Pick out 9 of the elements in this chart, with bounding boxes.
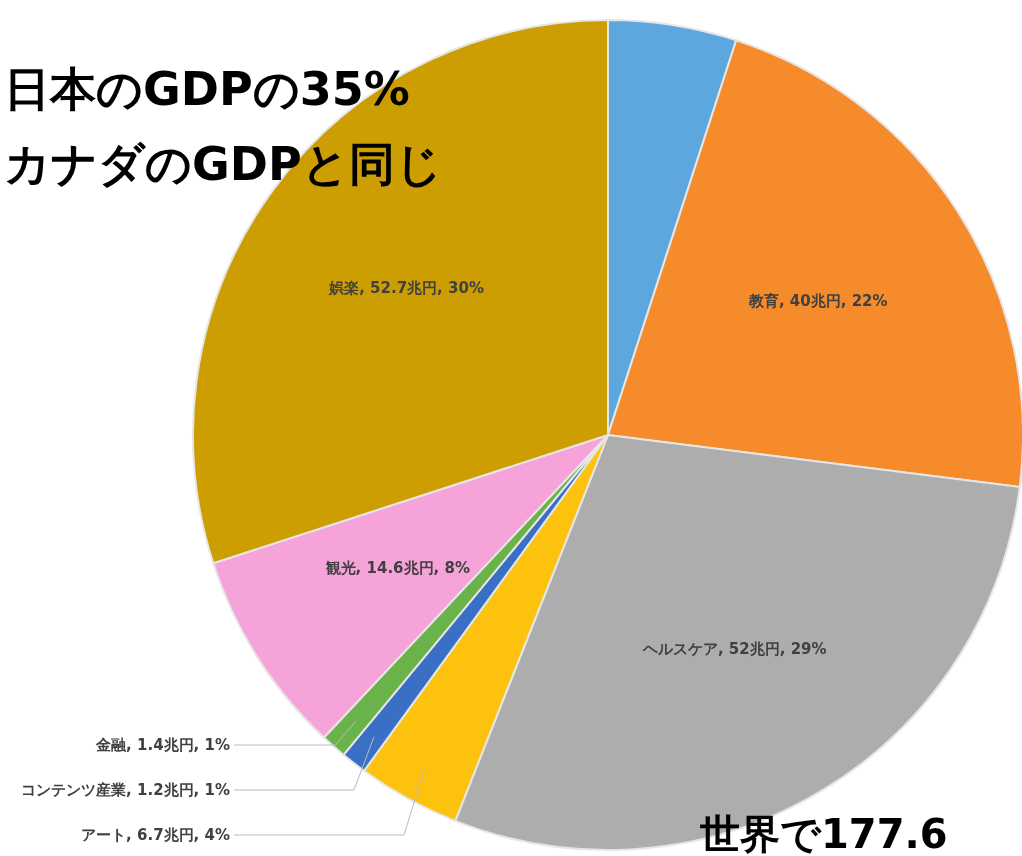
slice-label: ヘルスケア, 52兆円, 29% bbox=[641, 639, 827, 658]
slice-label: 教育, 40兆円, 22% bbox=[747, 292, 888, 311]
slice-label: 娯楽, 52.7兆円, 30% bbox=[328, 279, 484, 298]
slice-label: コンテンツ産業, 1.2兆円, 1% bbox=[21, 781, 230, 799]
text: 世界で177.6 bbox=[699, 811, 948, 856]
slice-label: アート, 6.7兆円, 4% bbox=[81, 826, 230, 844]
text: カナダのGDPと同じ bbox=[4, 137, 442, 191]
slice-label: 観光, 14.6兆円, 8% bbox=[324, 558, 470, 577]
slice-label: 金融, 1.4兆円, 1% bbox=[95, 736, 230, 754]
